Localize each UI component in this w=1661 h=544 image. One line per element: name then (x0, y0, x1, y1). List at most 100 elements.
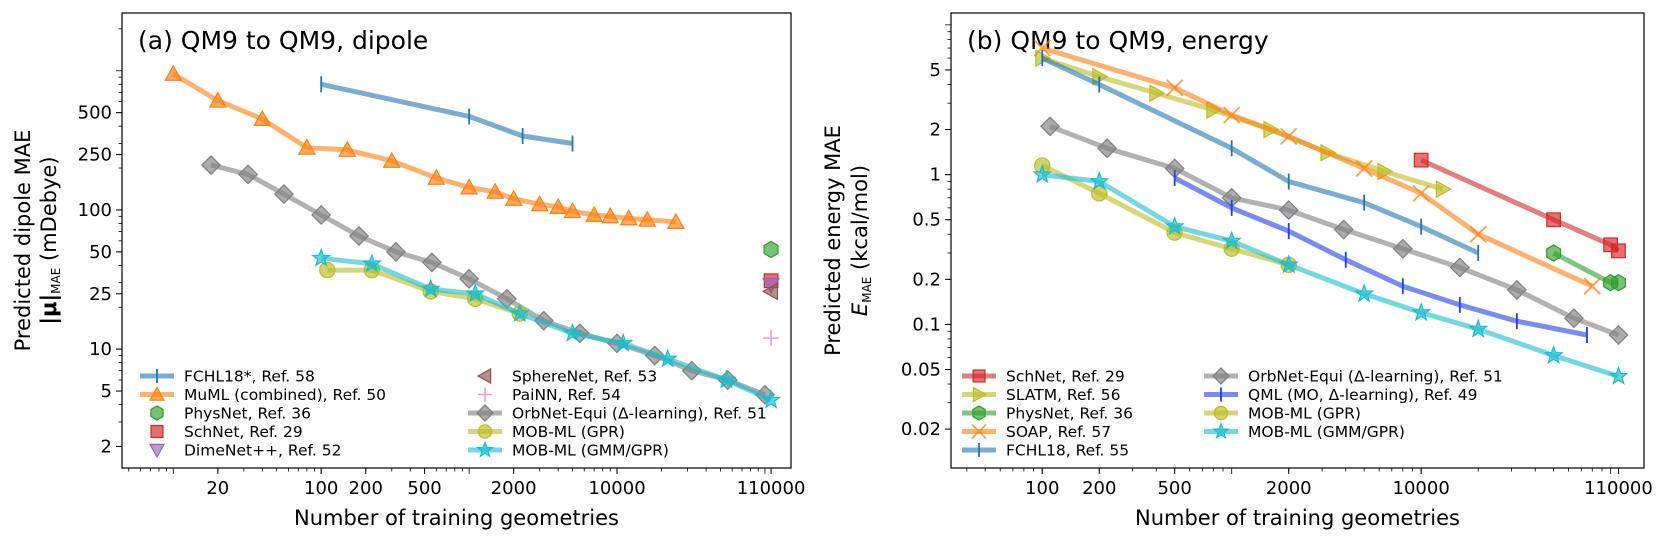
data-point (716, 369, 737, 389)
data-point (585, 205, 604, 222)
legend-label: FCHL18, Ref. 55 (1006, 442, 1129, 460)
data-point (1149, 84, 1166, 103)
data-point (530, 194, 549, 212)
y-axis-label-units: |μ|MAE (mDebye) (37, 156, 63, 324)
y-tick-label: 2 (101, 436, 112, 457)
data-point (504, 189, 523, 206)
legend-label: OrbNet-Equi (Δ-learning), Ref. 51 (1248, 368, 1503, 386)
data-point (1221, 230, 1242, 250)
data-point (382, 151, 401, 168)
x-tick-label: 10000 (588, 478, 645, 499)
legend-marker (476, 440, 494, 458)
data-point (1089, 170, 1110, 191)
legend-marker (972, 369, 986, 383)
legend-marker (148, 443, 166, 459)
legend-item: MOB-ML (GPR) (1204, 405, 1361, 423)
legend-marker (1212, 422, 1230, 440)
series-7 (1173, 169, 1588, 343)
y-axis-subscript: MAE (49, 268, 63, 294)
x-tick-label: 200 (1082, 478, 1116, 499)
data-point (1355, 159, 1373, 178)
data-point (1608, 324, 1629, 346)
x-tick-label: 500 (407, 478, 441, 499)
legend-label: MOB-ML (GMM/GPR) (1248, 423, 1405, 441)
x-axis: 20 100 200 500 2000 10000 110000 Number of trai… (128, 468, 806, 530)
legend-item: SphereNet, Ref. 53 (476, 368, 657, 386)
legend-label: MuML (combined), Ref. 50 (184, 386, 386, 404)
legend-item: SchNet, Ref. 29 (150, 423, 303, 441)
data-point (1097, 138, 1118, 159)
data-point (1563, 308, 1584, 329)
legend-marker (477, 424, 493, 439)
legend-marker (478, 387, 492, 402)
legend-item: MOB-ML (GMM/GPR) (1204, 422, 1405, 441)
data-point (1354, 283, 1375, 303)
data-point (319, 261, 336, 279)
data-point (1449, 257, 1470, 278)
data-point (509, 303, 530, 323)
data-point (1040, 116, 1061, 137)
y-tick-label: 0.2 (912, 269, 941, 290)
legend-marker (476, 404, 494, 422)
data-point (385, 241, 406, 262)
data-point (311, 204, 332, 226)
data-point (1469, 225, 1487, 243)
legend-label: PaiNN, Ref. 54 (512, 386, 621, 404)
data-point (297, 138, 316, 155)
data-point (1413, 152, 1429, 168)
data-point (1543, 344, 1564, 365)
legend-label: SOAP, Ref. 57 (1006, 423, 1111, 441)
series-8 (1034, 157, 1297, 274)
legend-item: PhysNet, Ref. 36 (150, 405, 311, 423)
series-line (1041, 172, 1620, 379)
x-tick-label: 110000 (737, 478, 806, 499)
legend-label: PhysNet, Ref. 36 (184, 405, 311, 423)
x-tick-label: 100 (304, 478, 338, 499)
y-axis-units: (kcal/mol) (848, 165, 872, 277)
legend-item: PaiNN, Ref. 54 (478, 386, 621, 404)
data-point (549, 197, 568, 215)
data-point (563, 201, 582, 219)
y-axis-symbol: |μ| (37, 294, 62, 325)
y-tick-label: 25 (89, 284, 112, 305)
legend-label: MOB-ML (GMM/GPR) (512, 442, 669, 460)
y-axis: 0.02 0.05 0.1 0.2 0.5 1 2 5 Predicted energy MAE… (821, 24, 951, 440)
series-line (320, 81, 573, 146)
data-point (1278, 254, 1299, 274)
x-tick-label: 10000 (1393, 478, 1450, 499)
data-point (361, 253, 382, 273)
data-point (164, 64, 183, 81)
legend-label: FCHL18*, Ref. 58 (184, 368, 315, 386)
data-point (1280, 127, 1298, 146)
data-point (201, 155, 222, 176)
series-line (1041, 45, 1594, 289)
legend-marker (972, 405, 986, 421)
y-tick-label: 5 (101, 381, 112, 402)
legend-item: DimeNet++, Ref. 52 (148, 442, 341, 460)
y-axis-symbol: E (848, 302, 872, 316)
chart-title: (b) QM9 to QM9, energy (967, 26, 1269, 55)
y-tick-label: 0.5 (912, 210, 941, 231)
data-point (1333, 219, 1354, 240)
series-1 (320, 76, 574, 152)
x-tick-label: 100 (1025, 478, 1059, 499)
legend-label: SchNet, Ref. 29 (1006, 368, 1125, 386)
data-point (761, 282, 779, 301)
legend-item: QML (MO, Δ-learning), Ref. 49 (1204, 386, 1477, 404)
data-point (1164, 216, 1185, 236)
legend-marker (150, 424, 164, 439)
y-tick-label: 250 (78, 145, 112, 166)
plot-frame (950, 12, 1645, 469)
data-point (1546, 212, 1562, 228)
data-point (460, 178, 479, 195)
legend-item: PhysNet, Ref. 36 (962, 405, 1133, 423)
data-point (760, 389, 782, 409)
y-tick-label: 0.05 (901, 360, 941, 381)
series-6 (1040, 116, 1629, 346)
series-line (1420, 157, 1621, 253)
series-8 (201, 155, 776, 405)
data-point (1506, 279, 1527, 300)
data-point (237, 164, 259, 185)
